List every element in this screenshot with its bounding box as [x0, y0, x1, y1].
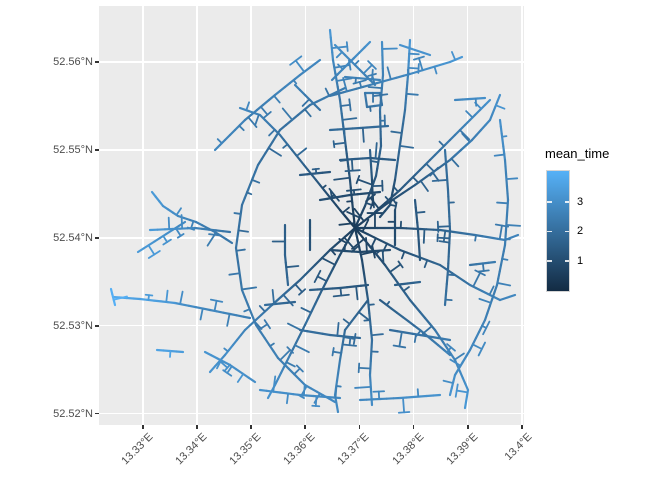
legend-tick-mark [564, 201, 569, 203]
x-tick-label: 13.37°E [335, 431, 372, 468]
legend-tick-label: 3 [577, 196, 584, 209]
legend-tick-label: 2 [577, 225, 584, 238]
y-tick-label: 52.54°N [53, 231, 93, 244]
x-tick-mark [196, 425, 198, 429]
legend: mean_time 3 2 1 [545, 146, 665, 292]
x-tick-label: 13.35°E [227, 431, 264, 468]
legend-bar-wrap: 3 2 1 [546, 170, 665, 292]
y-tick-mark [95, 236, 99, 239]
x-tick-label: 13.39°E [443, 431, 481, 468]
gridline-horizontal [99, 324, 524, 327]
legend-tick-mark [547, 230, 552, 233]
y-tick-mark [95, 324, 99, 327]
legend-tick-mark [547, 259, 552, 262]
legend-tick-mark [547, 201, 552, 203]
gridline-vertical [466, 6, 469, 425]
gridline-vertical [521, 6, 523, 425]
y-tick-label: 52.53°N [53, 319, 93, 332]
x-tick-mark [412, 425, 415, 429]
gridline-horizontal [99, 412, 524, 415]
legend-tick-mark [564, 259, 569, 262]
y-tick-mark [95, 149, 99, 151]
x-tick-label: 13.34°E [173, 431, 210, 468]
gridline-vertical [412, 6, 415, 425]
y-tick-label: 52.55°N [53, 144, 93, 157]
y-tick-mark [95, 61, 99, 64]
gridline-horizontal [99, 149, 524, 151]
gridline-vertical [304, 6, 307, 425]
x-tick-label: 13.33°E [119, 431, 156, 468]
x-tick-mark [466, 425, 469, 429]
x-tick-mark [250, 425, 253, 429]
legend-tick-mark [564, 230, 569, 233]
legend-tick-label: 1 [577, 254, 584, 267]
gridline-vertical [196, 6, 198, 425]
plot-panel [99, 6, 524, 425]
legend-title: mean_time [545, 146, 610, 161]
x-tick-label: 13.36°E [281, 431, 318, 468]
y-tick-label: 52.56°N [53, 56, 93, 69]
y-tick-label: 52.52°N [53, 407, 93, 420]
x-tick-mark [358, 425, 361, 429]
gridline-horizontal [99, 61, 524, 63]
x-tick-mark [520, 425, 523, 429]
x-tick-label: 13.4°E [502, 431, 535, 463]
gridline-vertical [142, 6, 144, 425]
gridline-horizontal [99, 237, 524, 239]
gridline-vertical [250, 6, 252, 425]
map-network [109, 28, 522, 414]
x-tick-mark [304, 425, 307, 429]
y-tick-mark [95, 412, 99, 415]
x-tick-mark [141, 425, 144, 429]
x-tick-label: 13.38°E [389, 431, 427, 468]
